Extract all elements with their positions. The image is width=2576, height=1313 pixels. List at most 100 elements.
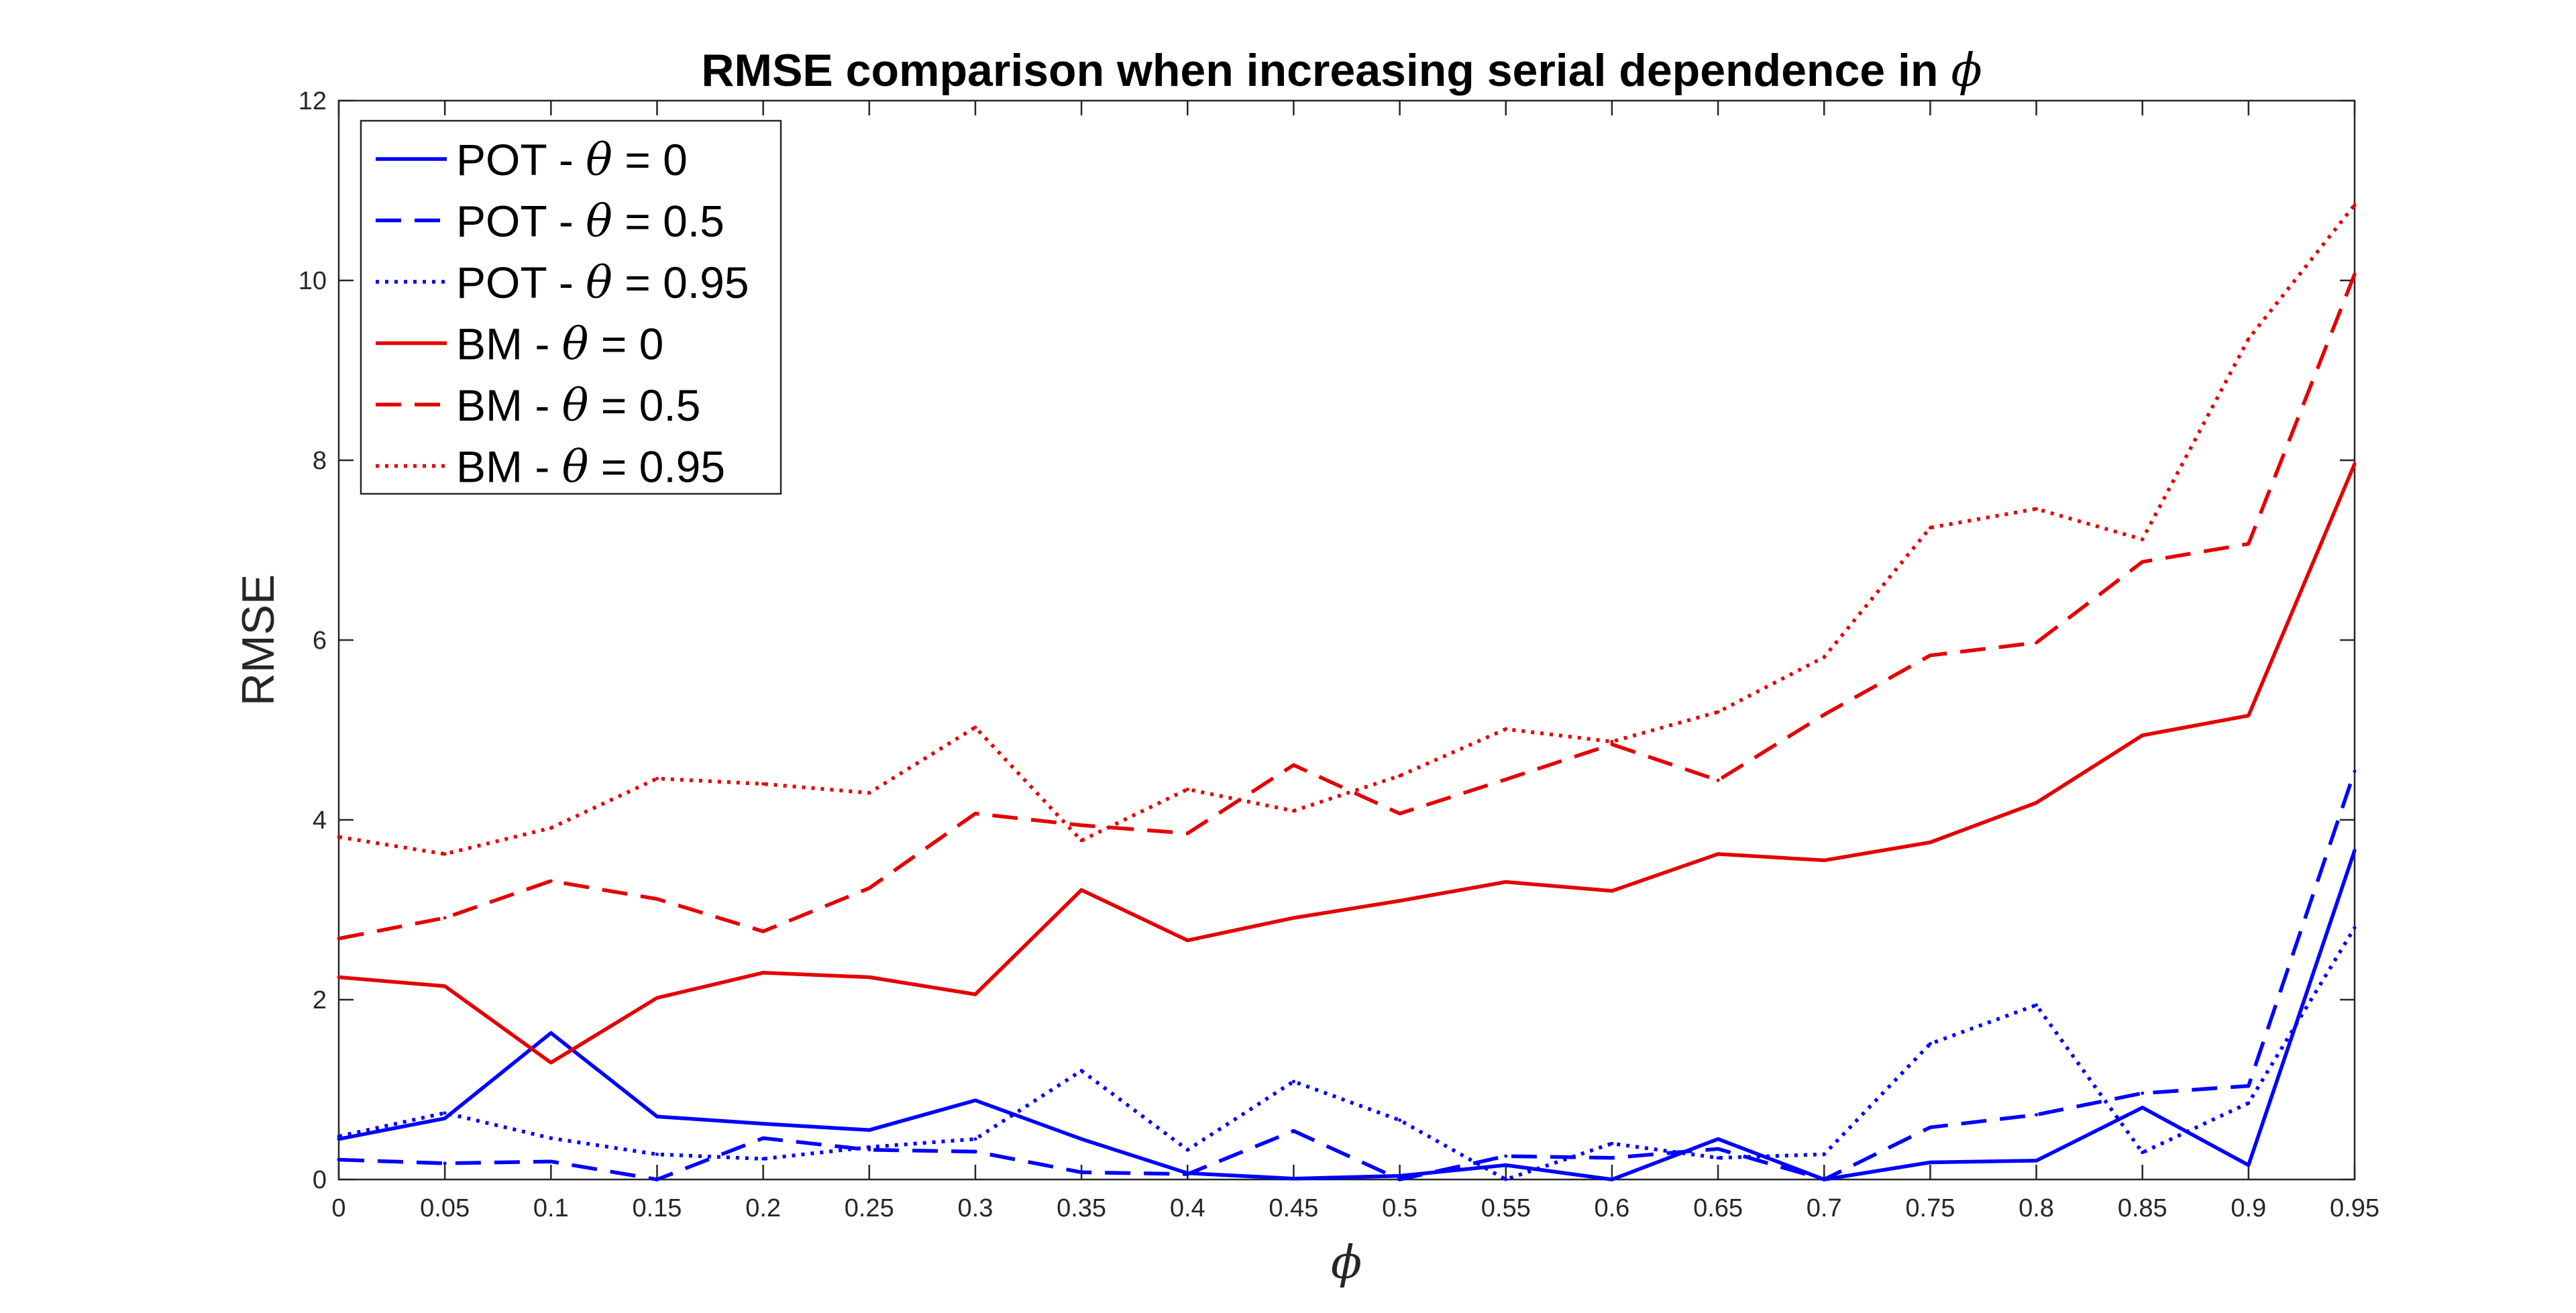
x-tick-label: 0.75: [1905, 1194, 1955, 1222]
legend-entry-suffix: = 0: [612, 135, 688, 185]
legend-entry-label: BM - θ = 0: [456, 319, 663, 370]
data-point: [337, 976, 341, 979]
x-tick-label: 0.85: [2118, 1194, 2167, 1222]
legend-entry-prefix: POT -: [456, 135, 586, 185]
data-point: [1185, 1172, 1189, 1176]
data-point: [443, 852, 447, 856]
legend-entry-label: BM - θ = 0.5: [456, 380, 700, 431]
series-4: [337, 272, 2357, 941]
data-point: [2141, 1106, 2145, 1110]
data-point: [2353, 770, 2357, 774]
data-point: [337, 1158, 341, 1162]
x-tick-label: 0.6: [1594, 1194, 1629, 1222]
series-lines: [337, 203, 2357, 1181]
data-point: [1716, 710, 1720, 714]
x-tick-label: 0.3: [958, 1194, 994, 1222]
data-point: [1610, 739, 1614, 743]
data-point: [867, 1145, 871, 1149]
data-point: [1398, 899, 1402, 903]
series-2: [337, 926, 2357, 1181]
data-point: [2141, 1091, 2145, 1095]
data-point: [2141, 560, 2145, 564]
data-point: [2247, 1084, 2251, 1088]
x-axis-label: ϕ: [1331, 1237, 1362, 1290]
series-1: [337, 770, 2357, 1181]
series-line: [338, 849, 2357, 1181]
legend-box: [360, 119, 782, 495]
data-point: [1504, 1177, 1508, 1181]
data-point: [1928, 1161, 1932, 1165]
data-point: [761, 1157, 765, 1161]
data-point: [2353, 849, 2357, 853]
legend-entry-symbol: θ: [586, 134, 612, 186]
legend-entry-label: POT - θ = 0.5: [456, 196, 724, 248]
y-tick-label: 6: [313, 627, 327, 655]
x-tick-label: 0.25: [845, 1194, 894, 1222]
x-axis-ticks: 0 0.05 0.1 0.15 0.2 0.25 0.3 0.35 0.4 0.45 0.5 0.55…: [331, 101, 2379, 1222]
y-tick-label: 8: [313, 447, 327, 475]
data-point: [443, 1111, 447, 1115]
legend-entry-prefix: BM -: [456, 380, 562, 430]
chart-title-symbol: ϕ: [1951, 44, 1982, 97]
data-point: [761, 971, 765, 975]
data-point: [2141, 1151, 2145, 1155]
data-point: [1079, 1137, 1083, 1141]
legend-entry-label: POT - θ = 0: [456, 134, 688, 186]
data-point: [1928, 1042, 1932, 1046]
data-point: [549, 1031, 553, 1035]
data-point: [1928, 1125, 1932, 1129]
data-point: [2353, 462, 2357, 466]
data-point: [1185, 787, 1189, 791]
data-point: [1716, 1137, 1720, 1141]
data-point: [761, 1136, 765, 1140]
data-point: [1928, 841, 1932, 844]
data-point: [1079, 839, 1083, 843]
data-point: [655, 1114, 659, 1118]
data-point: [973, 1149, 977, 1153]
data-point: [2247, 714, 2251, 718]
y-tick-label: 12: [299, 87, 327, 115]
data-point: [1291, 1177, 1295, 1181]
data-point: [549, 1061, 553, 1065]
data-point: [1291, 763, 1295, 767]
y-tick-label: 2: [313, 986, 327, 1014]
data-point: [2035, 801, 2039, 805]
data-point: [1291, 916, 1295, 920]
legend-entry-label: POT - θ = 0.95: [456, 257, 749, 309]
data-point: [655, 996, 659, 1000]
x-tick-label: 0.2: [745, 1194, 781, 1222]
data-point: [1610, 1141, 1614, 1145]
data-point: [1079, 1069, 1083, 1073]
x-tick-label: 0.95: [2330, 1194, 2379, 1222]
legend-entry-suffix: = 0: [588, 319, 663, 369]
series-5: [337, 203, 2357, 856]
data-point: [1079, 1170, 1083, 1174]
data-point: [337, 1135, 341, 1139]
data-point: [443, 916, 447, 920]
legend-entry-symbol: θ: [562, 319, 589, 370]
legend-entry-symbol: θ: [562, 441, 589, 493]
y-axis-label: RMSE: [233, 574, 284, 706]
y-tick-label: 0: [313, 1166, 327, 1194]
data-point: [1822, 858, 1826, 862]
data-point: [2141, 733, 2145, 737]
data-point: [1822, 1177, 1826, 1181]
data-point: [1610, 889, 1614, 893]
data-point: [973, 992, 977, 996]
y-tick-label: 4: [313, 806, 327, 835]
data-point: [2353, 926, 2357, 930]
data-point: [2353, 272, 2357, 276]
data-point: [1398, 812, 1402, 816]
data-point: [1504, 1154, 1508, 1158]
y-tick-label: 10: [299, 267, 327, 295]
data-point: [1185, 831, 1189, 835]
legend-entry-suffix: = 0.5: [588, 380, 700, 430]
x-tick-label: 0.8: [2019, 1194, 2054, 1222]
series-0: [337, 849, 2357, 1181]
data-point: [2035, 1003, 2039, 1007]
data-point: [2035, 641, 2039, 645]
legend-entry-suffix: = 0.95: [588, 442, 725, 492]
data-point: [1822, 655, 1826, 659]
legend-entry-suffix: = 0.5: [612, 197, 724, 246]
